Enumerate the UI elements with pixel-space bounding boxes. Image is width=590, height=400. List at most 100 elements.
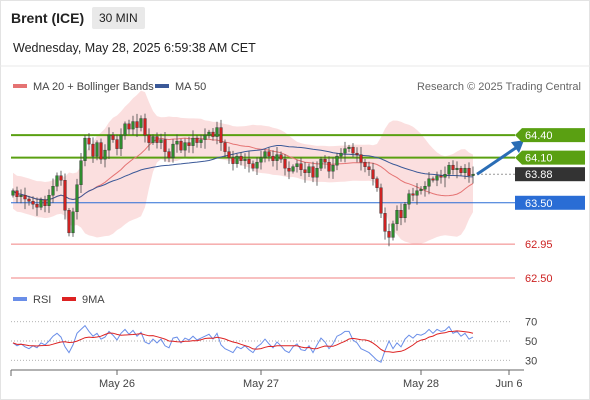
- x-tick-label-3: Jun 6: [496, 378, 523, 390]
- candle-body: [247, 158, 251, 164]
- candle-body: [307, 166, 311, 173]
- candle-body: [407, 193, 411, 205]
- candle-body: [139, 118, 143, 128]
- main-legend: MA 20 + Bollinger Bands MA 50 Research ©…: [13, 81, 581, 93]
- candle-body: [267, 151, 271, 157]
- candle-body: [239, 155, 243, 161]
- candle-body: [255, 161, 259, 169]
- candle-body: [103, 149, 107, 160]
- candle-body: [47, 195, 51, 206]
- candles: [11, 113, 475, 247]
- candle-body: [275, 154, 279, 161]
- candle-body: [319, 158, 323, 169]
- rsi-line: [12, 324, 474, 363]
- rsi-tick-label-70: 70: [525, 317, 537, 329]
- candle-body: [295, 163, 299, 167]
- candle-body: [287, 167, 291, 172]
- arrow-shaft: [476, 145, 518, 176]
- current-price-tag: [515, 167, 585, 182]
- candle-body: [83, 137, 87, 161]
- candle-body: [111, 134, 115, 140]
- candle-body: [311, 166, 315, 178]
- candle-body: [39, 199, 43, 208]
- candle-body: [399, 210, 403, 219]
- candle-body: [159, 139, 163, 143]
- candle-body: [251, 163, 255, 169]
- candle-body: [167, 151, 171, 158]
- rsi-legend-swatch: [13, 297, 27, 301]
- candle-body: [279, 154, 283, 160]
- candle-body: [31, 201, 35, 205]
- datetime-label: Wednesday, May 28, 2025 6:59:38 AM CET: [13, 41, 256, 55]
- candle-body: [343, 148, 347, 154]
- candle-body: [171, 143, 175, 158]
- candle-body: [299, 163, 303, 170]
- candle-body: [187, 142, 191, 146]
- support-label-4: 62.95: [525, 239, 553, 251]
- candle-body: [303, 169, 307, 173]
- rsi-legend: RSI 9MA: [13, 294, 105, 306]
- projection-arrow: [476, 140, 524, 176]
- candle-body: [183, 142, 187, 151]
- candle-body: [419, 189, 423, 191]
- candle-body: [331, 164, 335, 172]
- x-tick-label-0: May 26: [99, 378, 135, 390]
- candle-body: [59, 175, 63, 181]
- candle-body: [423, 186, 427, 190]
- candle-body: [379, 187, 383, 214]
- instrument-title: Brent (ICE): [11, 10, 85, 26]
- candle-body: [411, 193, 415, 196]
- candle-body: [447, 164, 451, 175]
- candle-body: [151, 136, 155, 143]
- candle-body: [259, 157, 263, 163]
- current-price-label: 63.88: [525, 169, 553, 181]
- candle-body: [219, 127, 223, 143]
- candle-body: [127, 123, 131, 130]
- candle-body: [95, 142, 99, 157]
- candle-body: [51, 186, 55, 196]
- ma20-legend-swatch: [13, 84, 27, 88]
- candle-body: [19, 195, 23, 197]
- candle-body: [55, 175, 59, 187]
- rsi-ma-line: [12, 330, 474, 353]
- candle-body: [211, 131, 215, 137]
- ma50-legend-label: MA 50: [175, 81, 206, 93]
- arrow-head: [511, 140, 524, 154]
- rsi-ma-legend-swatch: [62, 297, 76, 301]
- candle-body: [271, 155, 275, 161]
- x-tick-label-1: May 27: [243, 378, 279, 390]
- candle-body: [235, 155, 239, 164]
- candle-body: [71, 211, 75, 234]
- candle-body: [315, 167, 319, 178]
- rsi-tick-label-30: 30: [525, 355, 537, 367]
- candle-body: [339, 152, 343, 157]
- candle-body: [347, 146, 351, 149]
- candle-body: [87, 137, 91, 145]
- candle-body: [67, 210, 71, 234]
- candle-body: [227, 151, 231, 158]
- candle-body: [367, 166, 371, 170]
- moving-averages: [12, 137, 474, 201]
- resistance-label-0: 64.40: [525, 130, 553, 142]
- candle-body: [99, 142, 103, 160]
- candle-body: [327, 161, 331, 172]
- candle-body: [79, 160, 83, 185]
- candle-body: [359, 154, 363, 163]
- candle-body: [11, 190, 15, 196]
- rsi-legend-label: RSI: [33, 294, 51, 306]
- candle-body: [119, 134, 123, 149]
- copyright-label: Research © 2025 Trading Central: [417, 81, 581, 93]
- candle-body: [451, 164, 455, 170]
- candle-body: [291, 166, 295, 172]
- candle-body: [115, 139, 119, 149]
- pivot-label: 63.50: [525, 198, 553, 210]
- candle-body: [203, 134, 207, 140]
- candle-body: [135, 121, 139, 128]
- candle-body: [15, 190, 19, 197]
- timeframe-button[interactable]: 30 MIN: [92, 7, 145, 29]
- candle-body: [371, 169, 375, 179]
- candle-body: [351, 146, 355, 154]
- candle-body: [363, 161, 367, 167]
- candle-body: [91, 143, 95, 157]
